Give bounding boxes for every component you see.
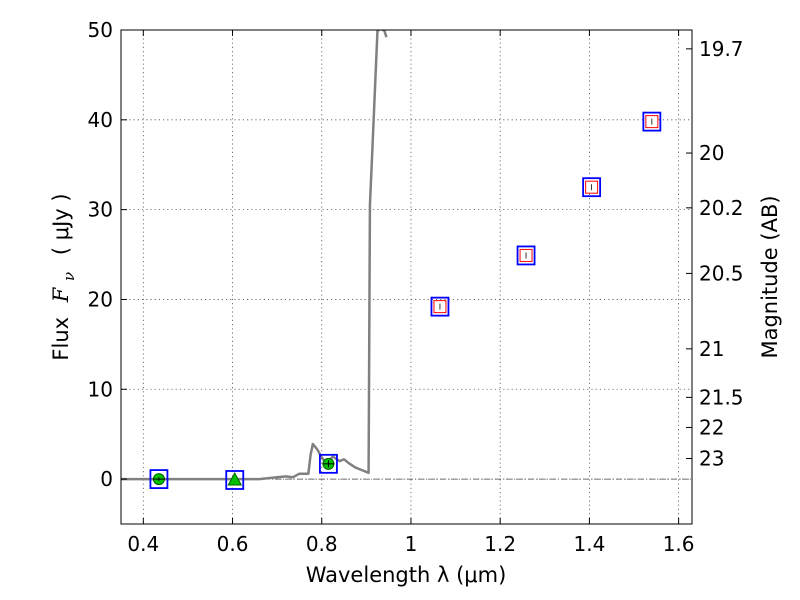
- x-tick-label: 1.6: [663, 532, 695, 556]
- y2-tick-label: 21.5: [699, 385, 744, 409]
- tick-layer: 0.4 0.6 0.8 1 1.2 1.4 1.6 0 10 20 30 40 50 19.7 20 20.2…: [88, 18, 744, 556]
- photometry-box-marker: [642, 111, 662, 132]
- y-tick-label: 30: [88, 198, 113, 222]
- photometry-box-marker: [516, 245, 536, 266]
- model-sed-line: [121, 30, 380, 481]
- photometry-box-marker: [225, 470, 245, 490]
- x-tick-label: 1.4: [573, 532, 605, 556]
- y2-tick-label: 19.7: [699, 37, 744, 61]
- y2-tick-label: 23: [699, 447, 724, 471]
- y-label-flux: Flux: [49, 317, 73, 361]
- x-tick-label: 1.2: [484, 532, 516, 556]
- y2-tick-label: 21: [699, 337, 724, 361]
- plot-layer: [121, 30, 662, 490]
- grid-layer: [121, 29, 692, 524]
- x-tick-label: 1: [405, 532, 418, 556]
- x-axis-label: Wavelength λ (μm): [306, 563, 507, 587]
- y-axis-label: Flux F ν ( μJy ): [49, 193, 79, 360]
- y-tick-label: 50: [88, 18, 113, 42]
- y-tick-label: 20: [88, 287, 113, 311]
- detection-triangle-marker: [227, 471, 243, 486]
- photometry-box-marker: [319, 453, 338, 474]
- photometry-box-marker: [430, 296, 450, 317]
- y-tick-label: 10: [88, 377, 113, 401]
- model-sed-tail: [381, 30, 388, 38]
- y-tick-label: 40: [88, 108, 113, 132]
- photometry-box-marker: [149, 469, 169, 489]
- y-label-subscript: ν: [60, 272, 78, 281]
- y2-axis-label: Magnitude (AB): [758, 195, 782, 358]
- x-tick-label: 0.4: [127, 532, 159, 556]
- photometry-box-marker: [582, 177, 602, 198]
- y-label-unit: ( μJy ): [49, 193, 73, 255]
- y-label-symbol: F: [49, 286, 73, 303]
- y2-tick-label: 20.2: [699, 196, 744, 220]
- plot-frame: [120, 29, 693, 525]
- y2-tick-label: 20: [699, 141, 724, 165]
- x-tick-label: 0.8: [306, 532, 338, 556]
- y2-tick-label: 22: [699, 415, 724, 439]
- x-tick-label: 0.6: [217, 532, 249, 556]
- y-tick-label: 0: [100, 467, 113, 491]
- y2-tick-label: 20.5: [699, 261, 744, 285]
